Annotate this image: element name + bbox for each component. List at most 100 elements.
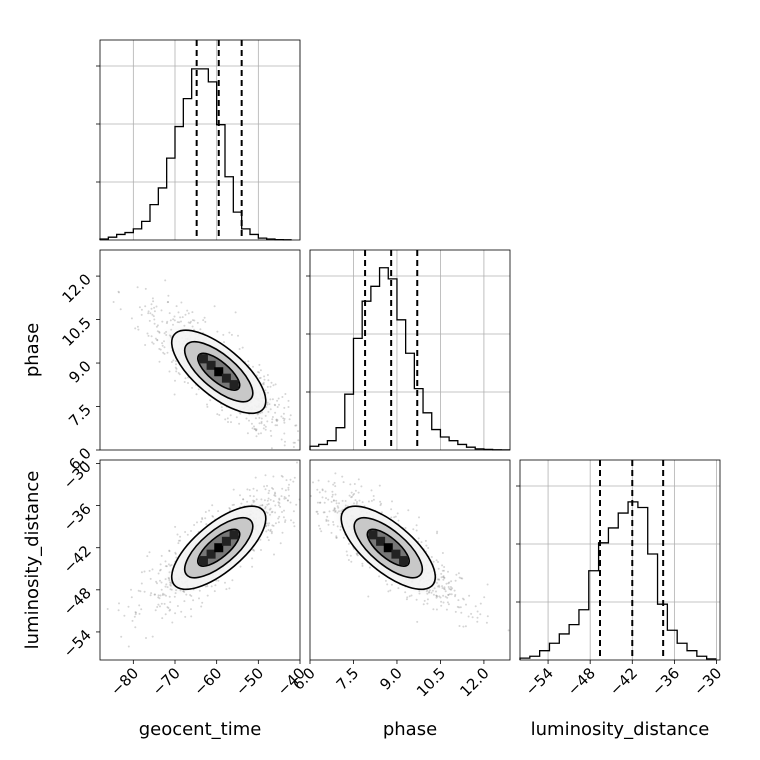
sample-point [278, 403, 280, 406]
sample-point [147, 310, 150, 313]
sample-point [437, 561, 439, 563]
sample-point [332, 499, 335, 502]
sample-point [312, 481, 314, 484]
sample-point [441, 569, 444, 572]
sample-point [140, 608, 143, 611]
sample-point [416, 620, 419, 623]
sample-point [471, 616, 474, 619]
sample-point [266, 484, 268, 487]
sample-point [360, 485, 363, 488]
sample-point [156, 338, 159, 341]
sample-point [228, 507, 231, 509]
sample-point [412, 528, 415, 531]
sample-point [159, 594, 162, 597]
sample-point [158, 360, 161, 363]
sample-point [252, 365, 254, 368]
sample-point [448, 593, 451, 596]
sample-point [153, 306, 156, 309]
sample-point [153, 322, 156, 325]
sample-point [278, 502, 281, 505]
sample-point [443, 576, 446, 579]
ylabel-phase: phase [22, 323, 43, 377]
sample-point [423, 599, 426, 602]
sample-point [408, 595, 411, 598]
sample-point [191, 386, 194, 389]
sample-point [174, 612, 177, 615]
sample-point [267, 539, 270, 542]
sample-point [123, 614, 126, 617]
sample-point [277, 504, 280, 507]
sample-point [186, 533, 189, 536]
sample-point [216, 330, 219, 333]
sample-point [173, 315, 176, 318]
sample-point [158, 331, 161, 334]
sample-point [160, 581, 163, 584]
sample-point [167, 301, 170, 303]
sample-point [379, 500, 382, 503]
sample-point [284, 519, 287, 522]
sample-point [316, 501, 319, 504]
sample-point [467, 615, 470, 618]
sample-point [151, 341, 154, 344]
sample-point [372, 498, 375, 501]
sample-point [200, 605, 203, 608]
sample-point [117, 609, 120, 612]
sample-point [166, 351, 169, 354]
sample-point [167, 607, 170, 609]
sample-point [164, 560, 167, 563]
sample-point [255, 429, 258, 432]
sample-point [232, 488, 235, 491]
sample-point [321, 496, 324, 499]
sample-point [447, 570, 449, 573]
sample-point [454, 610, 457, 613]
sample-point [248, 419, 250, 422]
sample-point [166, 320, 169, 323]
density-cell [221, 373, 231, 383]
sample-point [274, 424, 277, 427]
sample-point [255, 428, 258, 431]
sample-point [153, 318, 156, 321]
sample-point [237, 334, 239, 337]
sample-point [372, 495, 375, 497]
sample-point [276, 399, 279, 402]
sample-point [149, 577, 152, 580]
sample-point [350, 491, 353, 494]
sample-point [448, 587, 451, 590]
sample-point [282, 417, 285, 420]
sample-point [164, 613, 167, 616]
sample-point [217, 510, 220, 513]
sample-point [150, 592, 153, 595]
sample-point [443, 576, 446, 579]
density-cell [376, 536, 386, 546]
sample-point [321, 488, 324, 491]
sample-point [266, 374, 269, 376]
sample-point [263, 378, 266, 381]
sample-point [218, 414, 221, 416]
sample-point [163, 346, 166, 349]
sample-point [264, 488, 267, 491]
sample-point [269, 498, 272, 501]
sample-point [186, 309, 189, 312]
sample-point [357, 478, 360, 481]
sample-point [149, 312, 152, 315]
sample-point [271, 487, 273, 489]
sample-point [159, 569, 161, 572]
sample-point [280, 438, 283, 441]
sample-point [134, 327, 137, 330]
sample-point [157, 596, 160, 599]
sample-point [258, 363, 261, 366]
xlabel-geocent-time: geocent_time [139, 719, 262, 740]
sample-point [246, 488, 249, 491]
sample-point [267, 379, 270, 382]
sample-point [170, 361, 173, 363]
sample-point [367, 595, 370, 598]
sample-point [249, 494, 252, 497]
sample-point [327, 480, 330, 483]
sample-point [147, 334, 150, 337]
sample-point [168, 595, 171, 598]
sample-point [293, 476, 296, 479]
sample-point [117, 290, 120, 293]
sample-point [450, 580, 453, 583]
sample-point [247, 360, 250, 363]
